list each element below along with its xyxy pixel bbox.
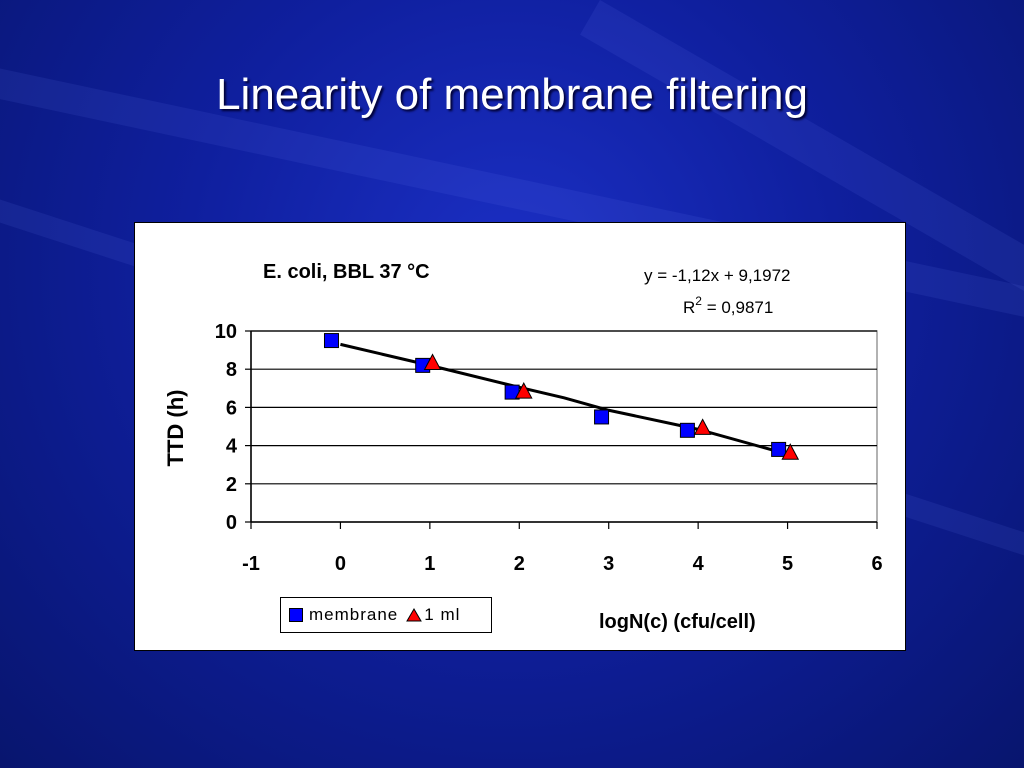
square-marker-icon: [289, 608, 303, 622]
one-ml-point: [781, 443, 800, 460]
x-tick-label: 5: [782, 553, 793, 575]
membrane-point: [323, 333, 339, 349]
axes: [245, 330, 878, 529]
one-ml-point: [423, 353, 442, 370]
legend-label: 1 ml: [424, 605, 461, 624]
x-tick-label: 2: [514, 553, 525, 575]
legend-item-1ml: 1 ml: [398, 605, 460, 625]
y-tick-label: 2: [226, 474, 237, 496]
x-axis-label: logN(c) (cfu/cell): [599, 611, 756, 633]
membrane-point: [594, 409, 610, 425]
legend-label: membrane: [309, 605, 399, 624]
plot-area: [250, 330, 878, 523]
triangle-marker-icon: [406, 608, 423, 622]
slide-title: Linearity of membrane filtering: [216, 70, 808, 119]
x-tick-label: 3: [603, 553, 614, 575]
x-tick-label: 1: [424, 553, 435, 575]
y-tick-label: 0: [226, 512, 237, 534]
x-tick-label: -1: [242, 553, 260, 575]
one-ml-point: [514, 382, 533, 399]
legend-item-membrane: membrane: [289, 605, 398, 625]
x-tick-label: 6: [871, 553, 882, 575]
x-tick-label: 0: [335, 553, 346, 575]
one-ml-point: [693, 418, 712, 435]
y-tick-label: 6: [226, 397, 237, 419]
data-points: [323, 333, 800, 460]
y-axis-label: TTD (h): [163, 390, 188, 467]
x-tick-label: 4: [693, 553, 705, 575]
y-tick-label: 10: [215, 321, 237, 343]
r-squared-label: R2 = 0,9871: [683, 294, 773, 317]
scatter-chart: E. coli, BBL 37 °C y = -1,12x + 9,1972 R…: [163, 261, 883, 633]
chart-title: E. coli, BBL 37 °C: [263, 261, 430, 283]
equation-label: y = -1,12x + 9,1972: [644, 266, 791, 285]
membrane-point: [771, 441, 787, 457]
chart-panel: E. coli, BBL 37 °C y = -1,12x + 9,1972 R…: [134, 222, 906, 651]
y-tick-label: 4: [226, 436, 238, 458]
membrane-point: [679, 422, 695, 438]
legend: membrane 1 ml: [280, 597, 492, 633]
y-tick-label: 8: [226, 359, 237, 381]
